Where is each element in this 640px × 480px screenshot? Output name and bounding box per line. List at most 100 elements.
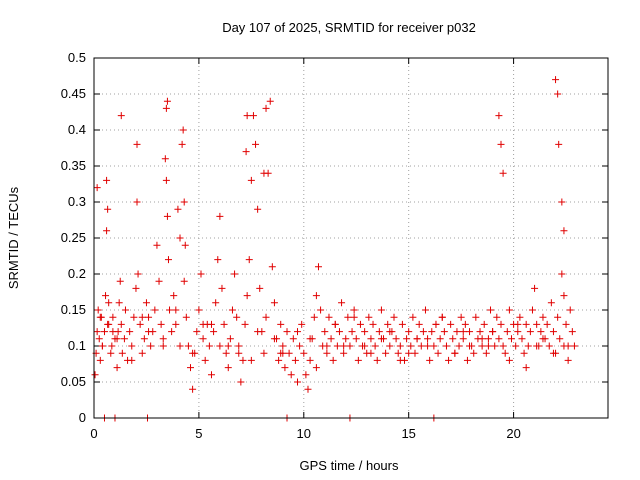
data-point xyxy=(340,349,348,357)
data-point xyxy=(405,349,413,357)
data-point xyxy=(117,320,125,328)
data-point xyxy=(367,335,375,343)
data-point xyxy=(224,342,232,350)
data-point xyxy=(268,263,276,271)
data-point xyxy=(235,349,243,357)
data-point xyxy=(176,342,184,350)
data-point xyxy=(180,198,188,206)
data-point xyxy=(239,356,247,364)
data-point xyxy=(497,140,505,148)
data-point xyxy=(539,335,547,343)
data-point xyxy=(163,212,171,220)
data-point xyxy=(526,328,534,336)
data-point xyxy=(118,349,126,357)
data-point xyxy=(151,306,159,314)
y-tick-label: 0 xyxy=(79,410,86,425)
data-point xyxy=(254,205,262,213)
data-point xyxy=(195,306,203,314)
data-point xyxy=(447,320,455,328)
plot-frame xyxy=(93,57,609,419)
data-point xyxy=(507,335,515,343)
x-tick-label: 10 xyxy=(297,426,311,441)
data-point xyxy=(199,335,207,343)
data-point xyxy=(145,313,153,321)
data-point xyxy=(254,328,262,336)
data-point xyxy=(233,313,241,321)
data-point xyxy=(323,349,331,357)
data-point xyxy=(262,104,270,112)
data-point xyxy=(371,342,379,350)
data-point xyxy=(153,241,161,249)
data-point xyxy=(128,356,136,364)
data-point xyxy=(132,284,140,292)
data-point xyxy=(178,140,186,148)
data-point xyxy=(115,299,123,307)
y-tick-label: 0.2 xyxy=(68,266,86,281)
data-point xyxy=(539,313,547,321)
data-point xyxy=(545,342,553,350)
data-point xyxy=(505,356,513,364)
data-point xyxy=(199,320,207,328)
data-point xyxy=(323,342,331,350)
data-point xyxy=(340,342,348,350)
data-point xyxy=(256,284,264,292)
data-point xyxy=(556,335,564,343)
data-point xyxy=(350,306,358,314)
data-point xyxy=(243,112,251,120)
data-point xyxy=(105,299,113,307)
data-point xyxy=(113,335,121,343)
data-point xyxy=(552,76,560,84)
data-point xyxy=(463,356,471,364)
data-point xyxy=(155,277,163,285)
data-point xyxy=(560,292,568,300)
data-point xyxy=(147,342,155,350)
data-point xyxy=(457,313,465,321)
data-point xyxy=(133,140,141,148)
data-point xyxy=(91,371,99,379)
data-point xyxy=(134,270,142,278)
data-point xyxy=(270,299,278,307)
y-tick-label: 0.15 xyxy=(61,302,86,317)
grid-lines xyxy=(94,58,608,418)
data-point xyxy=(522,320,530,328)
data-point xyxy=(117,112,125,120)
data-point xyxy=(453,328,461,336)
data-point xyxy=(312,364,320,372)
data-point xyxy=(197,270,205,278)
data-point xyxy=(176,234,184,242)
data-point xyxy=(104,320,112,328)
data-point xyxy=(449,335,457,343)
data-point xyxy=(424,342,432,350)
data-point xyxy=(162,104,170,112)
data-point xyxy=(138,313,146,321)
data-point xyxy=(554,90,562,98)
data-point xyxy=(270,335,278,343)
data-point xyxy=(237,378,245,386)
data-point xyxy=(434,349,442,357)
data-point xyxy=(543,320,551,328)
data-point xyxy=(424,335,432,343)
data-point xyxy=(361,342,369,350)
data-point xyxy=(528,306,536,314)
data-point xyxy=(335,328,343,336)
data-point xyxy=(482,349,490,357)
data-point xyxy=(181,241,189,249)
data-point xyxy=(113,364,121,372)
x-tick-label: 20 xyxy=(506,426,520,441)
data-point xyxy=(98,342,106,350)
data-point xyxy=(103,176,111,184)
data-point xyxy=(426,356,434,364)
data-point xyxy=(396,342,404,350)
data-point xyxy=(499,169,507,177)
data-point xyxy=(116,277,124,285)
data-point xyxy=(495,112,503,120)
data-point xyxy=(459,335,467,343)
data-point xyxy=(182,313,190,321)
data-point xyxy=(568,328,576,336)
data-point xyxy=(384,320,392,328)
data-point xyxy=(201,356,209,364)
data-point xyxy=(296,342,304,350)
data-point xyxy=(281,364,289,372)
data-point xyxy=(356,320,364,328)
y-tick-label: 0.5 xyxy=(68,50,86,65)
